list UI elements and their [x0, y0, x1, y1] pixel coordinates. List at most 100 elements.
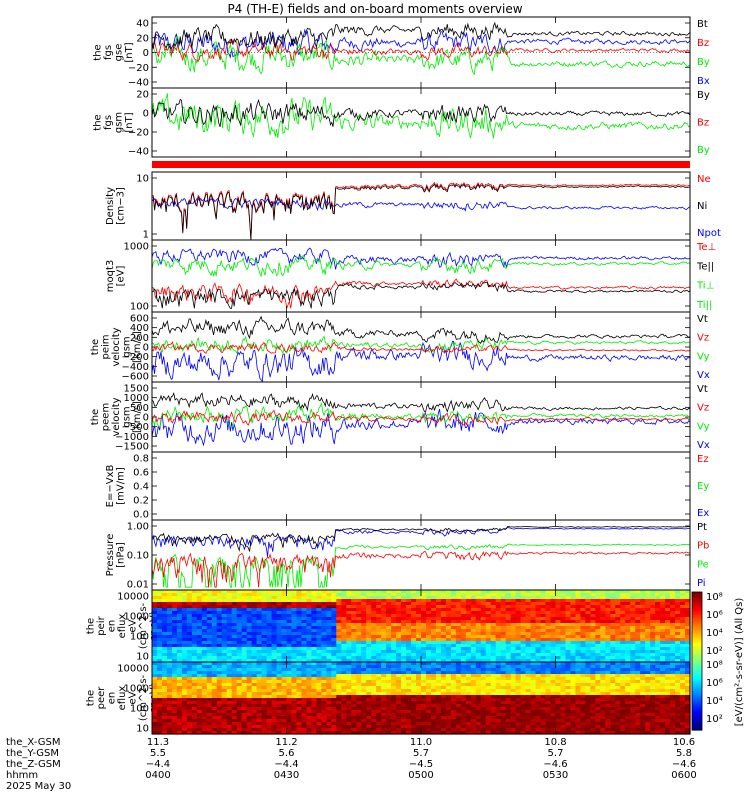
spectrogram-cell — [281, 680, 288, 684]
spectrogram-cell — [416, 599, 422, 603]
spectrogram-cell — [381, 698, 387, 702]
spectrogram-cell — [346, 644, 352, 648]
spectrogram-cell — [351, 701, 357, 705]
spectrogram-cell — [196, 644, 203, 648]
spectrogram-cell — [311, 647, 317, 651]
spectrogram-cell — [560, 680, 567, 684]
spectrogram-cell — [565, 647, 572, 651]
spectrogram-cell — [261, 608, 268, 612]
spectrogram-cell — [450, 668, 457, 672]
spectrogram-cell — [261, 614, 268, 618]
spectrogram-cell — [635, 644, 641, 648]
spectrogram-cell — [346, 647, 352, 651]
spectrogram-cell — [246, 608, 253, 612]
spectrogram-cell — [256, 596, 263, 600]
spectrogram-cell — [575, 602, 582, 606]
spectrogram-cell — [231, 689, 238, 693]
spectrogram-cell — [421, 698, 427, 702]
spectrogram-cell — [396, 641, 402, 645]
spectrogram-cell — [266, 728, 273, 732]
spectrogram-cell — [555, 731, 562, 735]
spectrogram-cell — [535, 689, 542, 693]
spectrogram-cell — [440, 602, 447, 606]
spectrogram-cell — [490, 602, 497, 606]
spectrogram-cell — [206, 635, 213, 639]
spectrogram-cell — [201, 590, 208, 594]
spectrogram-cell — [316, 662, 322, 666]
trace-vy — [151, 335, 691, 355]
spectrogram-cell — [480, 632, 487, 636]
spectrogram-cell — [152, 716, 158, 720]
spectrogram-cell — [565, 626, 572, 630]
spectrogram-cell — [540, 671, 547, 675]
spectrogram-cell — [346, 632, 352, 636]
spectrogram-cell — [161, 605, 168, 609]
spectrogram-cell — [590, 698, 596, 702]
spectrogram-cell — [580, 659, 586, 663]
spectrogram-cell — [386, 617, 392, 621]
spectrogram-cell — [156, 692, 163, 696]
spectrogram-cell — [396, 596, 402, 600]
spectrogram-cell — [520, 626, 527, 630]
spectrogram-cell — [191, 611, 198, 615]
spectrogram-cell — [520, 650, 527, 654]
spectrogram-cell — [585, 602, 591, 606]
spectrogram-cell — [510, 629, 517, 633]
spectrogram-cell — [226, 662, 233, 666]
spectrogram-cell — [171, 731, 178, 735]
spectrogram-cell — [460, 725, 467, 729]
spectrogram-cell — [401, 608, 407, 612]
spectrogram-cell — [226, 692, 233, 696]
spectrogram-cell — [206, 719, 213, 723]
spectrogram-cell — [231, 692, 238, 696]
spectrogram-cell — [525, 674, 532, 678]
spectrogram-cell — [301, 674, 308, 678]
spectrogram-cell — [470, 626, 477, 630]
spectrogram-cell — [525, 707, 532, 711]
spectrogram-cell — [570, 611, 577, 615]
spectrogram-cell — [331, 638, 337, 642]
spectrogram-cell — [421, 641, 427, 645]
y-axis-label-line: [km/s] — [132, 331, 143, 363]
spectrogram-cell — [376, 725, 382, 729]
spectrogram-cell — [540, 596, 547, 600]
spectrogram-cell — [231, 599, 238, 603]
spectrogram-cell — [505, 602, 512, 606]
trace-ni — [151, 183, 691, 240]
spectrogram-cell — [336, 635, 342, 639]
spectrogram-cell — [171, 689, 178, 693]
spectrogram-cell — [425, 674, 432, 678]
spectrogram-cell — [495, 680, 502, 684]
spectrogram-cell — [356, 647, 362, 651]
spectrogram-cell — [231, 707, 238, 711]
spectrogram-cell — [490, 716, 497, 720]
legend-ey: Ey — [697, 481, 709, 492]
spectrogram-cell — [535, 656, 542, 660]
spectrogram-cell — [296, 617, 303, 621]
spectrogram-cell — [635, 656, 641, 660]
spectrogram-cell — [401, 698, 407, 702]
spectrogram-cell — [680, 620, 686, 624]
spectrogram-cell — [221, 644, 228, 648]
spectrogram-cell — [525, 695, 532, 699]
spectrogram-cell — [650, 641, 656, 645]
spectrogram-cell — [266, 662, 273, 666]
spectrogram-cell — [266, 644, 273, 648]
spectrogram-cell — [570, 704, 577, 708]
spectrogram-cell — [401, 731, 407, 735]
spectrogram-cell — [600, 623, 606, 627]
spectrogram-cell — [685, 590, 691, 594]
spectrogram-cell — [226, 701, 233, 705]
spectrogram-cell — [201, 710, 208, 714]
spectrogram-cell — [480, 656, 487, 660]
spectrogram-cell — [485, 686, 492, 690]
spectrogram-cell — [371, 674, 377, 678]
spectrogram-cell — [460, 641, 467, 645]
spectrogram-cell — [460, 623, 467, 627]
spectrogram-cell — [196, 674, 203, 678]
spectrogram-cell — [421, 620, 427, 624]
spectrogram-cell — [510, 719, 517, 723]
spectrogram-cell — [520, 638, 527, 642]
spectrogram-cell — [316, 680, 322, 684]
spectrogram-cell — [296, 611, 303, 615]
